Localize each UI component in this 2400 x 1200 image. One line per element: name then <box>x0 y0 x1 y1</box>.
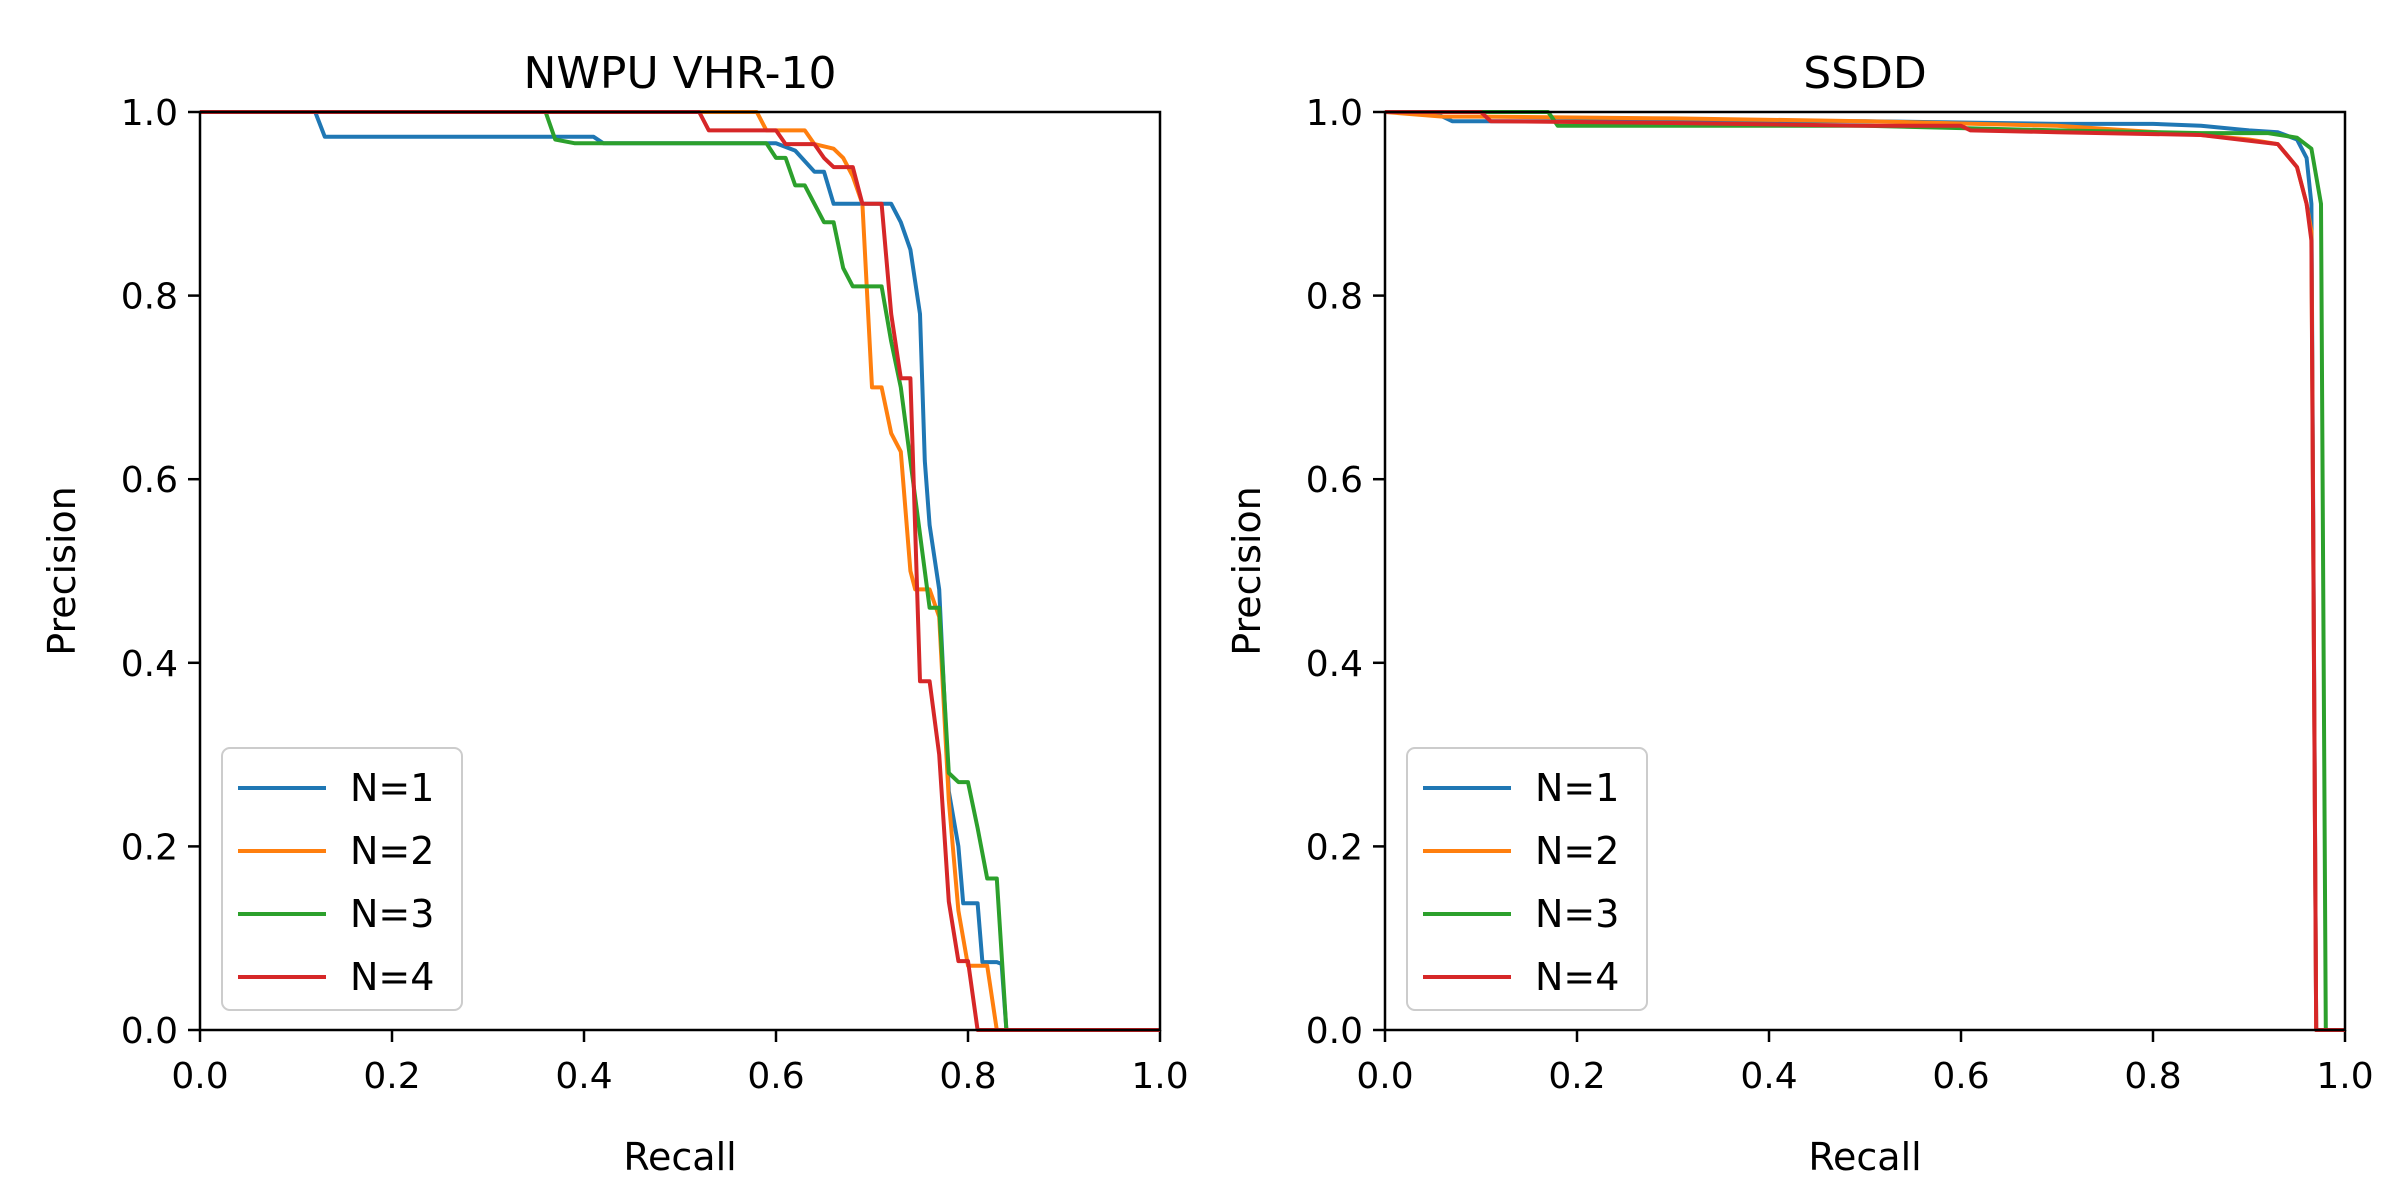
legend-label-n2: N=2 <box>1535 829 1619 873</box>
x-tick-label: 1.0 <box>1131 1056 1188 1097</box>
legend-label-n4: N=4 <box>350 955 434 999</box>
y-axis-label: Precision <box>40 486 84 656</box>
x-tick-label: 0.6 <box>1932 1056 1989 1097</box>
y-tick-label: 0.0 <box>121 1011 178 1052</box>
series-line-n4 <box>1385 110 2345 1032</box>
x-tick-label: 0.0 <box>1356 1056 1413 1097</box>
legend-label-n1: N=1 <box>1535 766 1619 810</box>
x-axis-label: Recall <box>1808 1135 1921 1179</box>
legend-label-n3: N=3 <box>1535 892 1619 936</box>
x-tick-label: 0.2 <box>363 1056 420 1097</box>
x-tick-label: 0.8 <box>939 1056 996 1097</box>
chart-title: NWPU VHR-10 <box>524 48 837 99</box>
x-tick-label: 0.4 <box>1740 1056 1797 1097</box>
y-tick-label: 0.4 <box>121 644 178 685</box>
plot-frame <box>1383 110 2347 1032</box>
series-line-n3 <box>200 110 1160 1032</box>
chart-title: SSDD <box>1803 48 1927 99</box>
x-tick-label: 1.0 <box>2316 1056 2373 1097</box>
legend-box <box>1406 747 1648 1011</box>
y-tick-label: 0.6 <box>121 460 178 501</box>
y-axis-label: Precision <box>1225 486 1269 656</box>
series-lines <box>1384 110 2345 1032</box>
y-tick-label: 0.8 <box>121 277 178 318</box>
legend-label-n1: N=1 <box>350 766 434 810</box>
x-tick-label: 0.4 <box>555 1056 612 1097</box>
x-tick-label: 0.0 <box>171 1056 228 1097</box>
chart-panel-nwpu: NWPU VHR-10 Recall Precision 0.0 0.2 0.4 0.… <box>40 48 1189 1179</box>
y-tick-label: 1.0 <box>1306 93 1363 134</box>
x-tick-label: 0.2 <box>1548 1056 1605 1097</box>
y-tick-label: 0.2 <box>1306 827 1363 868</box>
y-tick-label: 1.0 <box>121 93 178 134</box>
series-lines <box>200 110 1160 1032</box>
legend-label-n2: N=2 <box>350 829 434 873</box>
y-tick-label: 0.2 <box>121 827 178 868</box>
y-tick-label: 0.0 <box>1306 1011 1363 1052</box>
chart-panel-ssdd: SSDD Recall Precision 0.0 0.2 0.4 0.6 0.8 1.0… <box>1225 48 2374 1179</box>
series-line-n4 <box>200 110 1160 1032</box>
legend: N=1 N=2 N=3 N=4 <box>221 747 463 1011</box>
legend-box <box>221 747 463 1011</box>
x-tick-label: 0.6 <box>747 1056 804 1097</box>
tick-group: 0.0 0.2 0.4 0.6 0.8 1.0 0.0 0.2 0.4 0.6 0.8 1.0 <box>121 93 1189 1097</box>
tick-group: 0.0 0.2 0.4 0.6 0.8 1.0 0.0 0.2 0.4 0.6 0.8 1.0 <box>1306 93 2374 1097</box>
legend: N=1 N=2 N=3 N=4 <box>1406 747 1648 1011</box>
x-axis-label: Recall <box>623 1135 736 1179</box>
y-tick-label: 0.4 <box>1306 644 1363 685</box>
legend-label-n4: N=4 <box>1535 955 1619 999</box>
legend-label-n3: N=3 <box>350 892 434 936</box>
x-tick-label: 0.8 <box>2124 1056 2181 1097</box>
y-tick-label: 0.6 <box>1306 460 1363 501</box>
series-line-n2 <box>200 110 1160 1032</box>
plot-frame <box>198 110 1162 1032</box>
y-tick-label: 0.8 <box>1306 277 1363 318</box>
